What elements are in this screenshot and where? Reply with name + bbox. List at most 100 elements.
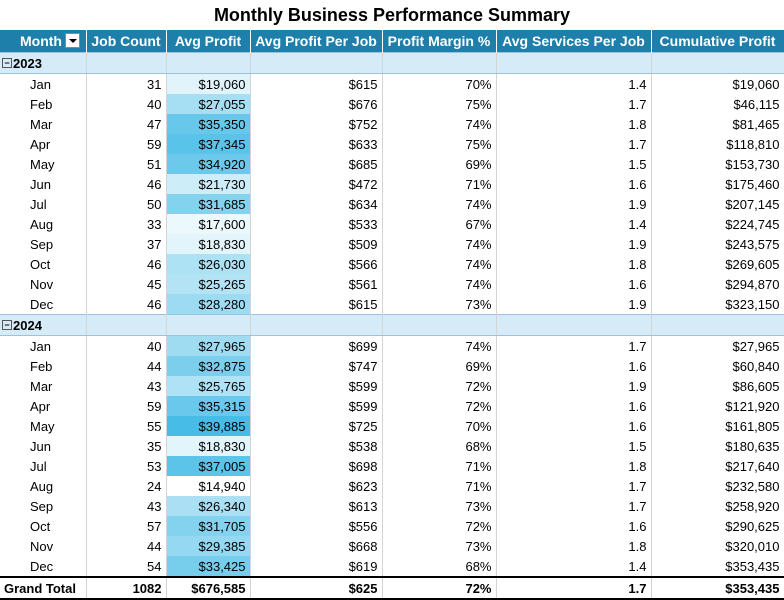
- month-cell[interactable]: Apr: [0, 134, 87, 154]
- avg-services-cell[interactable]: 1.8: [496, 114, 652, 134]
- avg-services-cell[interactable]: 1.6: [496, 174, 652, 194]
- avg-services-cell[interactable]: 1.9: [496, 376, 652, 396]
- job-count-cell[interactable]: 44: [86, 356, 167, 376]
- avg-profit-per-job-cell[interactable]: $685: [250, 154, 383, 174]
- job-count-cell[interactable]: 57: [86, 516, 167, 536]
- cumulative-profit-cell[interactable]: $161,805: [651, 416, 784, 436]
- cumulative-profit-cell[interactable]: $243,575: [651, 234, 784, 254]
- month-cell[interactable]: Mar: [0, 376, 87, 396]
- grand-total-avg-profit-per-job-cell[interactable]: $625: [250, 576, 383, 600]
- avg-profit-per-job-cell[interactable]: $752: [250, 114, 383, 134]
- avg-profit-per-job-cell[interactable]: $634: [250, 194, 383, 214]
- collapse-minus-icon[interactable]: −: [2, 58, 12, 69]
- avg-services-cell[interactable]: 1.4: [496, 214, 652, 234]
- month-cell[interactable]: Sep: [0, 234, 87, 254]
- avg-profit-per-job-cell[interactable]: $619: [250, 556, 383, 577]
- job-count-cell[interactable]: 53: [86, 456, 167, 476]
- column-header-avg-services[interactable]: Avg Services Per Job: [496, 30, 652, 53]
- cumulative-profit-cell[interactable]: $153,730: [651, 154, 784, 174]
- profit-margin-cell[interactable]: 73%: [382, 536, 497, 556]
- profit-margin-cell[interactable]: 71%: [382, 174, 497, 194]
- month-cell[interactable]: Jun: [0, 436, 87, 456]
- avg-services-cell[interactable]: 1.8: [496, 254, 652, 274]
- avg-profit-cell[interactable]: $31,685: [166, 194, 251, 214]
- month-cell[interactable]: Dec: [0, 556, 87, 577]
- avg-profit-cell[interactable]: $18,830: [166, 234, 251, 254]
- profit-margin-cell[interactable]: 68%: [382, 556, 497, 577]
- profit-margin-cell[interactable]: 71%: [382, 476, 497, 496]
- job-count-cell[interactable]: 43: [86, 376, 167, 396]
- avg-profit-per-job-cell[interactable]: $599: [250, 376, 383, 396]
- job-count-cell[interactable]: 46: [86, 254, 167, 274]
- avg-profit-per-job-cell[interactable]: $676: [250, 94, 383, 114]
- month-cell[interactable]: Nov: [0, 274, 87, 294]
- cumulative-profit-cell[interactable]: $19,060: [651, 73, 784, 94]
- job-count-cell[interactable]: 31: [86, 73, 167, 94]
- month-cell[interactable]: Jan: [0, 335, 87, 356]
- avg-services-cell[interactable]: 1.6: [496, 396, 652, 416]
- cumulative-profit-cell[interactable]: $224,745: [651, 214, 784, 234]
- job-count-cell[interactable]: 40: [86, 94, 167, 114]
- column-header-cumulative-profit[interactable]: Cumulative Profit: [651, 30, 784, 53]
- avg-profit-per-job-cell[interactable]: $623: [250, 476, 383, 496]
- year-group-cell[interactable]: −2023: [0, 52, 87, 74]
- cumulative-profit-cell[interactable]: $180,635: [651, 436, 784, 456]
- profit-margin-cell[interactable]: 70%: [382, 416, 497, 436]
- column-header-job-count[interactable]: Job Count: [86, 30, 167, 53]
- cumulative-profit-cell[interactable]: $269,605: [651, 254, 784, 274]
- profit-margin-cell[interactable]: 74%: [382, 274, 497, 294]
- avg-profit-per-job-cell[interactable]: $698: [250, 456, 383, 476]
- job-count-cell[interactable]: 24: [86, 476, 167, 496]
- month-cell[interactable]: Jan: [0, 73, 87, 94]
- cumulative-profit-cell[interactable]: $290,625: [651, 516, 784, 536]
- avg-services-cell[interactable]: 1.4: [496, 556, 652, 577]
- job-count-cell[interactable]: 59: [86, 396, 167, 416]
- avg-profit-per-job-cell[interactable]: $725: [250, 416, 383, 436]
- month-cell[interactable]: Feb: [0, 356, 87, 376]
- job-count-cell[interactable]: 51: [86, 154, 167, 174]
- profit-margin-cell[interactable]: 72%: [382, 376, 497, 396]
- avg-profit-per-job-cell[interactable]: $747: [250, 356, 383, 376]
- avg-profit-per-job-cell[interactable]: $615: [250, 73, 383, 94]
- avg-services-cell[interactable]: 1.7: [496, 496, 652, 516]
- profit-margin-cell[interactable]: 74%: [382, 194, 497, 214]
- month-cell[interactable]: Mar: [0, 114, 87, 134]
- avg-services-cell[interactable]: 1.9: [496, 294, 652, 315]
- grand-total-avg-services-cell[interactable]: 1.7: [496, 576, 652, 600]
- profit-margin-cell[interactable]: 74%: [382, 254, 497, 274]
- job-count-cell[interactable]: 43: [86, 496, 167, 516]
- year-group-row[interactable]: −2024: [0, 314, 784, 336]
- avg-services-cell[interactable]: 1.9: [496, 234, 652, 254]
- profit-margin-cell[interactable]: 72%: [382, 516, 497, 536]
- collapse-minus-icon[interactable]: −: [2, 320, 12, 331]
- grand-total-cumulative-profit-cell[interactable]: $353,435: [651, 576, 784, 600]
- avg-profit-cell[interactable]: $18,830: [166, 436, 251, 456]
- avg-profit-cell[interactable]: $39,885: [166, 416, 251, 436]
- month-cell[interactable]: Oct: [0, 254, 87, 274]
- cumulative-profit-cell[interactable]: $60,840: [651, 356, 784, 376]
- avg-profit-cell[interactable]: $21,730: [166, 174, 251, 194]
- avg-profit-cell[interactable]: $33,425: [166, 556, 251, 577]
- avg-profit-per-job-cell[interactable]: $699: [250, 335, 383, 356]
- profit-margin-cell[interactable]: 73%: [382, 294, 497, 315]
- avg-services-cell[interactable]: 1.6: [496, 416, 652, 436]
- cumulative-profit-cell[interactable]: $232,580: [651, 476, 784, 496]
- profit-margin-cell[interactable]: 74%: [382, 114, 497, 134]
- profit-margin-cell[interactable]: 72%: [382, 396, 497, 416]
- month-cell[interactable]: Aug: [0, 476, 87, 496]
- year-group-cell[interactable]: −2024: [0, 314, 87, 336]
- column-header-avg-profit[interactable]: Avg Profit: [166, 30, 251, 53]
- avg-services-cell[interactable]: 1.5: [496, 154, 652, 174]
- avg-profit-per-job-cell[interactable]: $599: [250, 396, 383, 416]
- avg-profit-cell[interactable]: $29,385: [166, 536, 251, 556]
- month-cell[interactable]: Feb: [0, 94, 87, 114]
- grand-total-label[interactable]: Grand Total: [0, 576, 87, 600]
- month-cell[interactable]: Jul: [0, 456, 87, 476]
- profit-margin-cell[interactable]: 70%: [382, 73, 497, 94]
- avg-profit-cell[interactable]: $26,340: [166, 496, 251, 516]
- avg-services-cell[interactable]: 1.9: [496, 194, 652, 214]
- profit-margin-cell[interactable]: 75%: [382, 134, 497, 154]
- job-count-cell[interactable]: 46: [86, 174, 167, 194]
- avg-profit-cell[interactable]: $14,940: [166, 476, 251, 496]
- profit-margin-cell[interactable]: 74%: [382, 335, 497, 356]
